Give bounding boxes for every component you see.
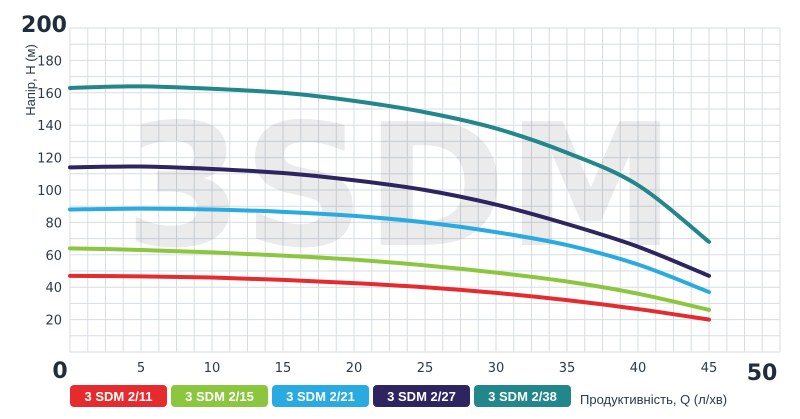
- x-max-label: 50: [747, 361, 778, 386]
- y-tick-label: 100: [37, 184, 62, 199]
- y-tick-label: 140: [37, 119, 62, 134]
- legend: 3 SDM 2/11 3 SDM 2/15 3 SDM 2/21 3 SDM 2/27…: [70, 385, 571, 407]
- series-line: [68, 206, 711, 295]
- x-tick-label: 40: [630, 361, 647, 376]
- y-tick-label: 180: [37, 54, 62, 69]
- x-tick-label: 35: [559, 361, 576, 376]
- legend-swatch: [373, 385, 470, 407]
- x-tick-label: 25: [417, 361, 434, 376]
- legend-swatch: [70, 385, 167, 407]
- x-tick-label: 15: [275, 361, 292, 376]
- series-line: [68, 84, 711, 244]
- series-layer: [68, 84, 711, 322]
- legend-swatch: [171, 385, 268, 407]
- grid: [69, 27, 781, 353]
- x-tick-label: 20: [346, 361, 363, 376]
- y-tick-label: 40: [45, 281, 62, 296]
- series-line: [68, 164, 711, 278]
- series-line: [68, 273, 711, 322]
- legend-label: 3 SDM 2/11: [85, 389, 153, 404]
- legend-label: 3 SDM 2/15: [185, 389, 254, 404]
- y-tick-label: 80: [45, 216, 62, 231]
- x-tick-label: 45: [701, 361, 718, 376]
- y-tick-label: 60: [45, 249, 62, 264]
- legend-swatch: [272, 385, 369, 407]
- x-origin-label: 0: [52, 359, 67, 384]
- y-tick-label: 120: [37, 152, 62, 167]
- legend-label: 3 SDM 2/21: [286, 389, 355, 404]
- y-tick-label: 160: [37, 87, 62, 102]
- ticks: 5 10 15 20 25 30 35 40 45 20 40 60 80 100 120 140 160 180…: [21, 13, 777, 386]
- legend-label: 3 SDM 2/38: [488, 389, 557, 404]
- series-line: [68, 246, 711, 312]
- legend-label: 3 SDM 2/27: [387, 389, 456, 404]
- y-max-label: 200: [21, 13, 67, 38]
- y-axis-label: Напір, H (м): [23, 44, 38, 116]
- legend-swatch: [474, 385, 571, 407]
- x-tick-label: 30: [488, 361, 505, 376]
- x-tick-label: 5: [137, 361, 145, 376]
- x-axis-label: Продуктивність, Q (л/хв): [580, 392, 727, 407]
- x-tick-label: 10: [204, 361, 221, 376]
- y-tick-label: 20: [45, 314, 62, 329]
